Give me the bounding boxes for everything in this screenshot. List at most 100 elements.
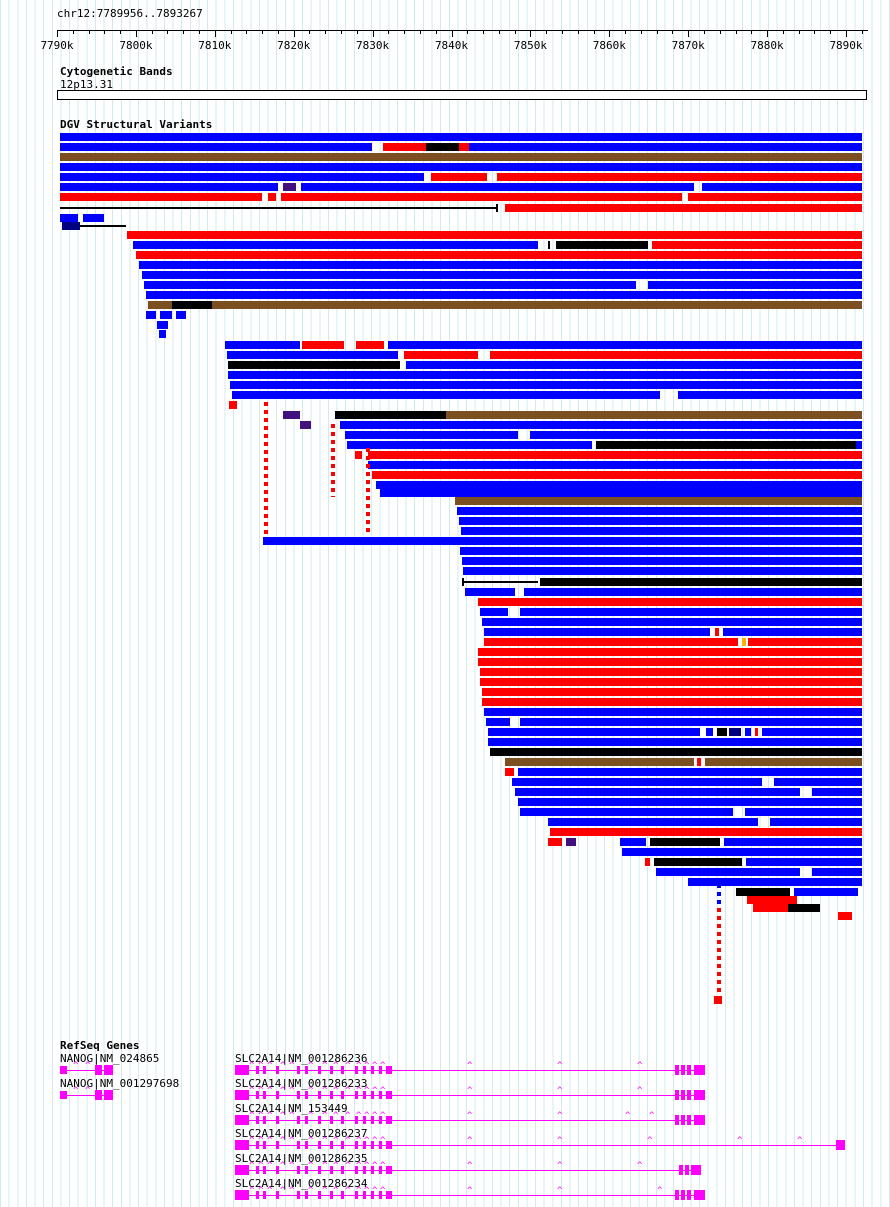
variant-bar[interactable] [455, 497, 862, 505]
variant-bar[interactable] [478, 658, 862, 666]
variant-bar[interactable] [648, 281, 862, 289]
gene-exon[interactable] [318, 1166, 321, 1174]
variant-bar[interactable] [230, 381, 862, 389]
variant-bar[interactable] [512, 778, 762, 786]
variant-bar[interactable] [478, 648, 862, 656]
gene-exon[interactable] [687, 1115, 691, 1125]
gene-exon[interactable] [305, 1141, 308, 1149]
gene-intron-line[interactable] [242, 1095, 705, 1096]
gene-exon[interactable] [355, 1166, 358, 1174]
gene-exon[interactable] [379, 1141, 382, 1149]
gene-exon[interactable] [235, 1090, 249, 1100]
gene-exon[interactable] [681, 1065, 685, 1075]
gene-exon[interactable] [330, 1166, 333, 1174]
gene-intron-line[interactable] [62, 1095, 110, 1096]
gene-exon[interactable] [297, 1166, 300, 1174]
variant-bar[interactable] [788, 904, 820, 912]
gene-exon[interactable] [363, 1141, 366, 1149]
gene-exon[interactable] [355, 1066, 358, 1074]
variant-bar[interactable] [228, 371, 862, 379]
variant-bar[interactable] [838, 912, 852, 920]
variant-bar[interactable] [620, 838, 646, 846]
variant-bar[interactable] [484, 708, 862, 716]
variant-bar[interactable] [645, 858, 650, 866]
variant-bar[interactable] [596, 441, 856, 449]
variant-bar[interactable] [355, 451, 362, 459]
gene-exon[interactable] [318, 1066, 321, 1074]
variant-bar[interactable] [176, 311, 186, 319]
gene-intron-line[interactable] [242, 1195, 705, 1196]
gene-exon[interactable] [355, 1141, 358, 1149]
variant-bar[interactable] [505, 758, 694, 766]
variant-bar[interactable] [268, 193, 276, 201]
variant-bar[interactable] [518, 798, 862, 806]
gene-exon[interactable] [305, 1116, 308, 1124]
gene-exon[interactable] [263, 1191, 266, 1199]
variant-bar[interactable] [654, 858, 742, 866]
variant-bar[interactable] [729, 728, 741, 736]
variant-bar[interactable] [484, 628, 710, 636]
variant-bar[interactable] [723, 628, 862, 636]
variant-bar[interactable] [159, 330, 166, 338]
variant-bar[interactable] [812, 868, 862, 876]
variant-bar[interactable] [457, 507, 862, 515]
variant-bar[interactable] [770, 818, 862, 826]
gene-exon[interactable] [379, 1066, 382, 1074]
gene-exon[interactable] [256, 1191, 259, 1199]
variant-bar[interactable] [566, 838, 576, 846]
gene-exon[interactable] [386, 1066, 392, 1074]
variant-bar[interactable] [172, 301, 212, 309]
variant-bar[interactable] [368, 461, 862, 469]
gene-exon[interactable] [330, 1116, 333, 1124]
variant-bar[interactable] [459, 517, 862, 525]
gene-exon[interactable] [687, 1065, 691, 1075]
gene-exon[interactable] [386, 1091, 392, 1099]
gene-exon[interactable] [363, 1191, 366, 1199]
variant-bar[interactable] [283, 411, 300, 419]
variant-bar[interactable] [62, 222, 80, 230]
variant-bar[interactable] [652, 241, 862, 249]
variant-bar[interactable] [380, 489, 862, 497]
gene-exon[interactable] [386, 1116, 392, 1124]
variant-bar[interactable] [60, 173, 424, 181]
variant-bar[interactable] [465, 588, 515, 596]
gene-exon[interactable] [297, 1066, 300, 1074]
variant-bar[interactable] [283, 183, 296, 191]
gene-exon[interactable] [235, 1065, 249, 1075]
gene-exon[interactable] [256, 1166, 259, 1174]
gene-exon[interactable] [371, 1191, 374, 1199]
variant-bar[interactable] [518, 768, 862, 776]
gene-exon[interactable] [341, 1091, 344, 1099]
variant-bar[interactable] [146, 291, 862, 299]
variant-bar[interactable] [486, 718, 510, 726]
gene-exon[interactable] [679, 1165, 683, 1175]
gene-exon[interactable] [235, 1190, 249, 1200]
gene-exon[interactable] [60, 1091, 67, 1099]
variant-bar[interactable] [488, 728, 700, 736]
gene-exon[interactable] [235, 1140, 249, 1150]
gene-exon[interactable] [371, 1066, 374, 1074]
variant-bar[interactable] [83, 214, 104, 222]
gene-exon[interactable] [305, 1191, 308, 1199]
variant-bar[interactable] [490, 351, 862, 359]
gene-exon[interactable] [341, 1116, 344, 1124]
gene-exon[interactable] [263, 1141, 266, 1149]
gene-exon[interactable] [256, 1116, 259, 1124]
gene-exon[interactable] [318, 1116, 321, 1124]
variant-dashed-connector[interactable] [717, 908, 721, 996]
gene-exon[interactable] [379, 1191, 382, 1199]
variant-bar[interactable] [148, 301, 172, 309]
variant-bar[interactable] [60, 214, 78, 222]
gene-exon[interactable] [685, 1165, 689, 1175]
variant-bar[interactable] [748, 638, 862, 646]
gene-exon[interactable] [330, 1066, 333, 1074]
gene-exon[interactable] [235, 1165, 249, 1175]
gene-intron-line[interactable] [242, 1145, 840, 1146]
variant-bar[interactable] [548, 241, 550, 249]
variant-bar[interactable] [550, 828, 862, 836]
gene-exon[interactable] [691, 1165, 701, 1175]
gene-exon[interactable] [371, 1116, 374, 1124]
variant-bar[interactable] [376, 481, 862, 489]
gene-exon[interactable] [363, 1091, 366, 1099]
gene-exon[interactable] [675, 1065, 679, 1075]
